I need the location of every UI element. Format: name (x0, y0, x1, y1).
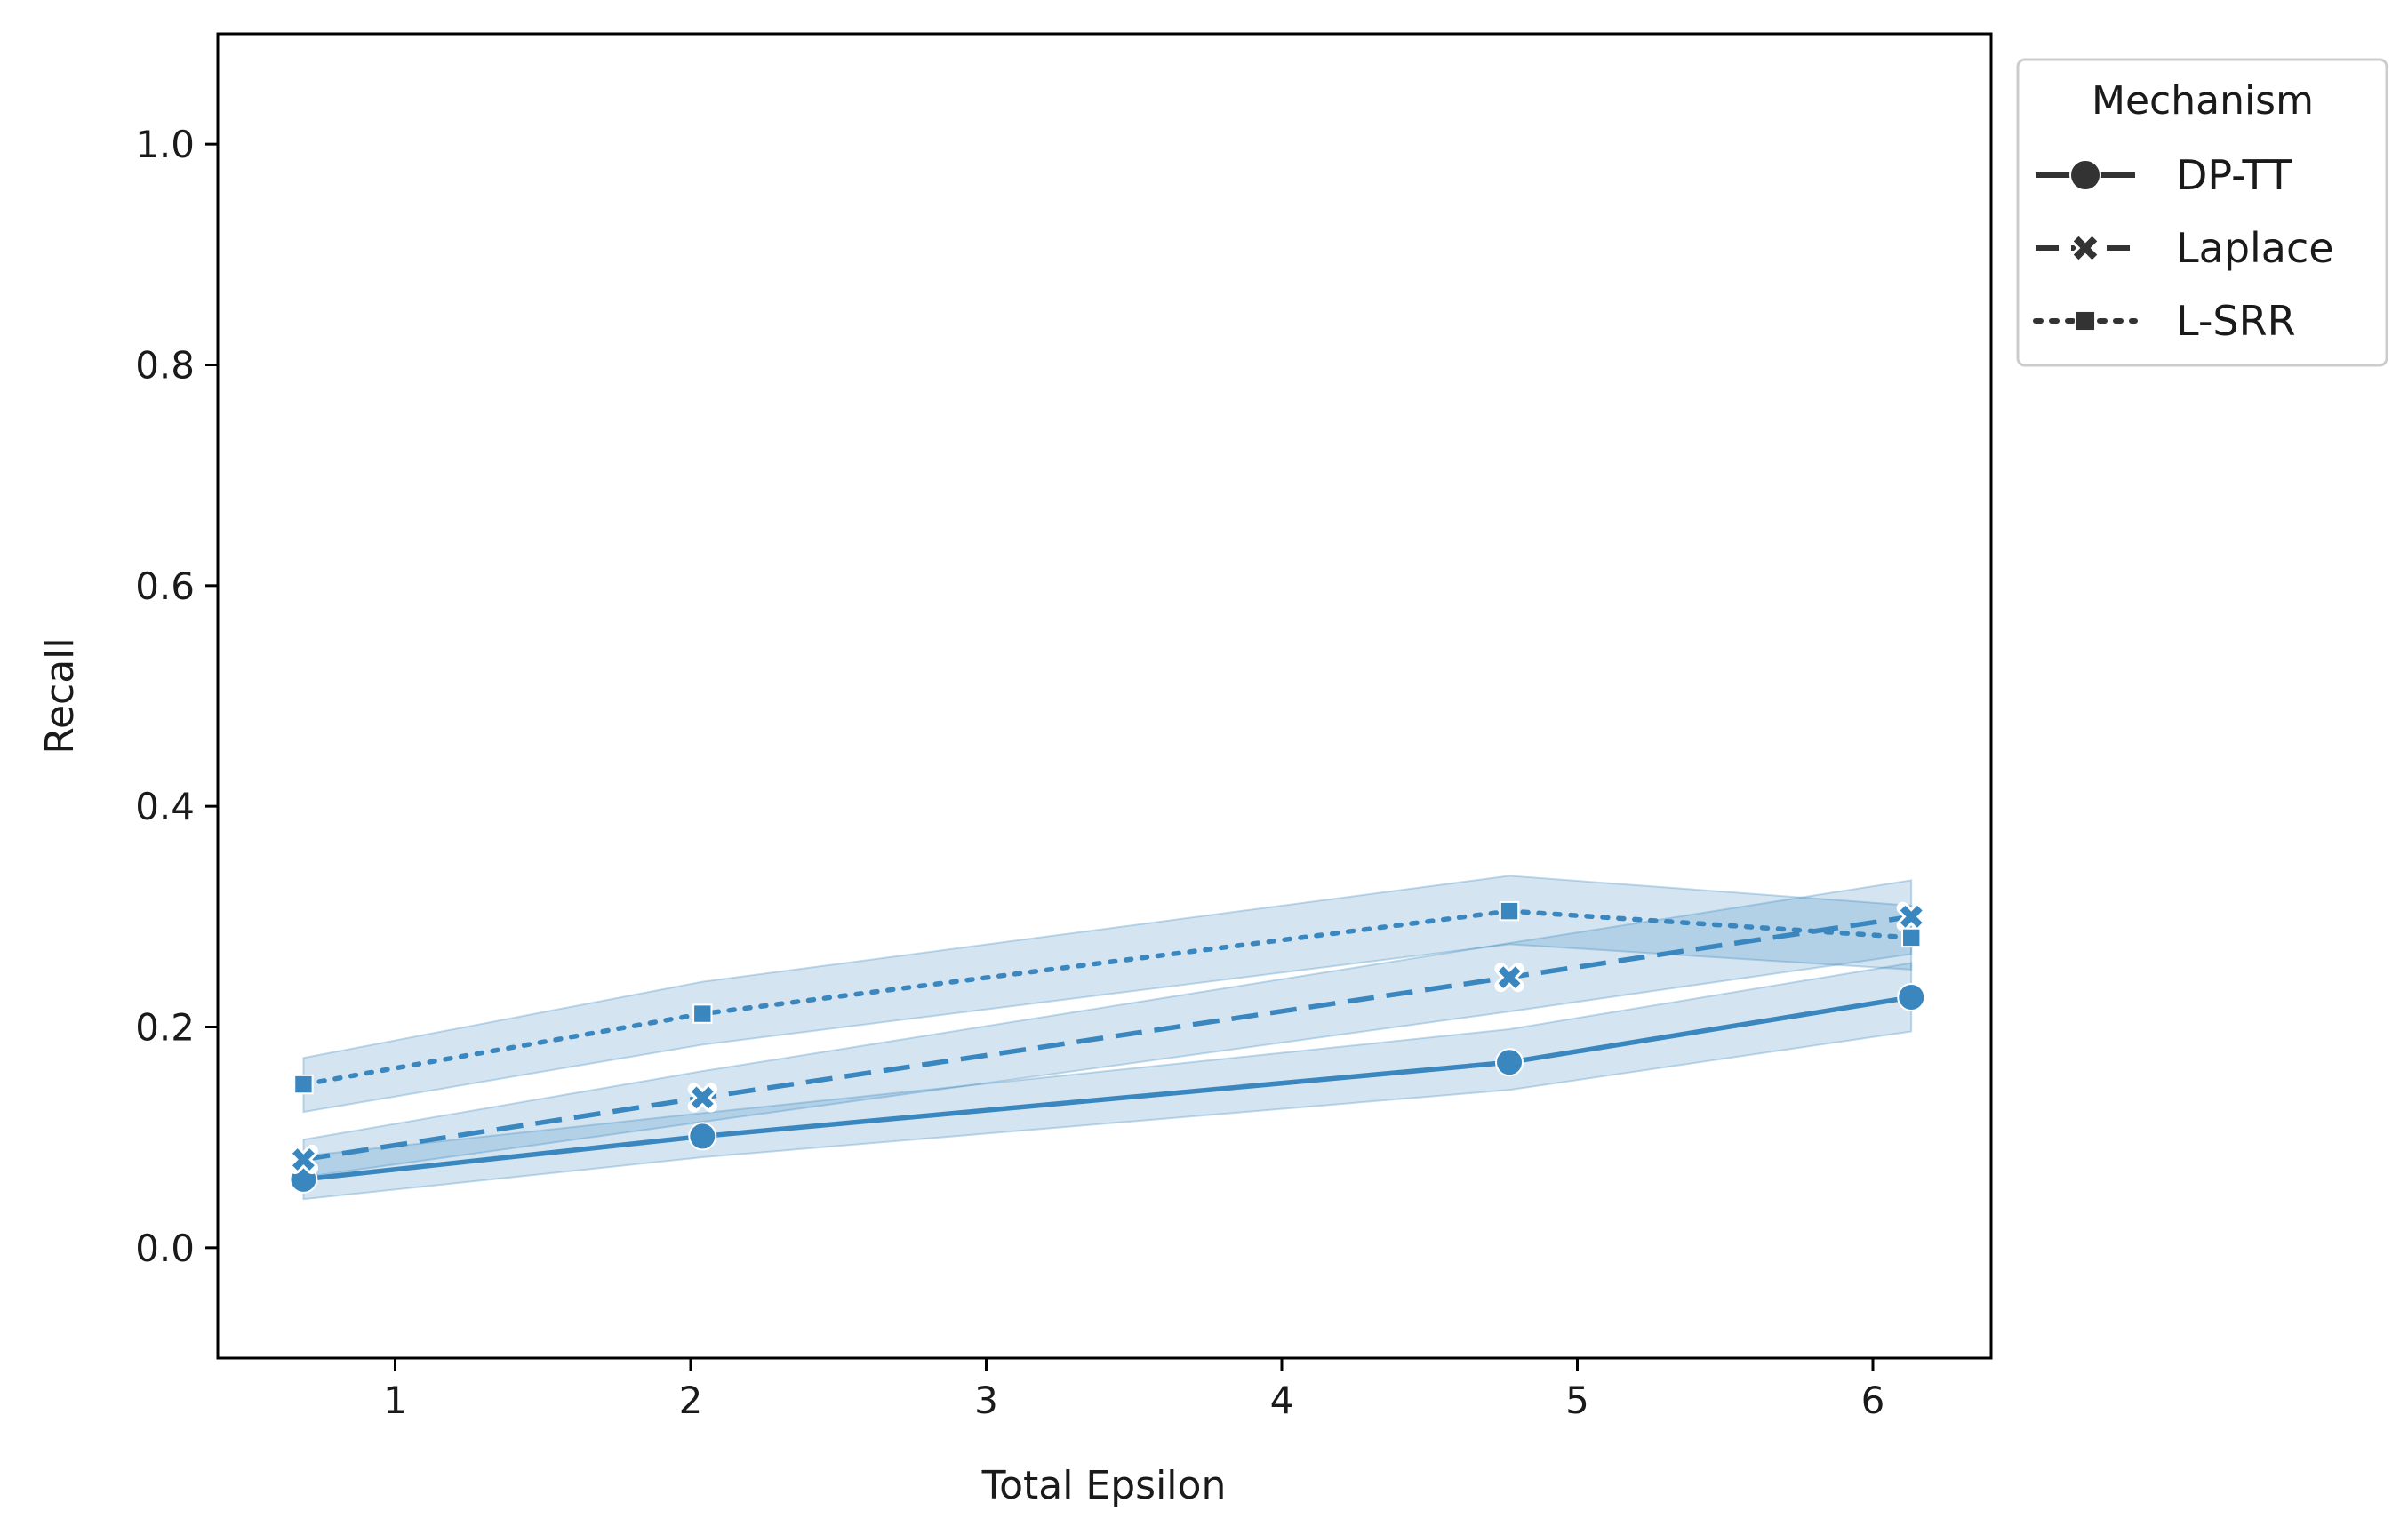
series-lines (300, 908, 1914, 1182)
legend-marker (2069, 159, 2101, 191)
x-tick-label: 5 (1565, 1379, 1589, 1422)
x-tick-label: 2 (679, 1379, 703, 1422)
x-tick-label: 3 (974, 1379, 998, 1422)
data-point-dp-tt (1897, 982, 1926, 1011)
x-axis-ticks: 1 2 3 4 5 6 (383, 1358, 1884, 1422)
data-point-laplace (687, 1083, 717, 1113)
series-line-dp-tt (303, 995, 1912, 1182)
series-markers (288, 900, 1926, 1194)
data-point-laplace (1494, 963, 1524, 993)
data-point-dp-tt (688, 1122, 717, 1151)
legend-entries: DP-TT Laplace L-SRR (2033, 151, 2334, 345)
plot-area-frame (216, 32, 1993, 1360)
series-line-laplace (303, 914, 1912, 1163)
legend-label: L-SRR (2176, 297, 2296, 345)
legend-marker (2074, 309, 2097, 332)
data-point-l-srr (1901, 927, 1922, 948)
legend-frame (2016, 58, 2388, 367)
legend-entry-l-srr: L-SRR (2033, 297, 2296, 345)
x-tick-label: 1 (383, 1379, 407, 1422)
y-tick-label: 0.2 (135, 1006, 195, 1050)
data-point-dp-tt (1495, 1048, 1524, 1077)
x-axis-title: Total Epsilon (981, 1463, 1227, 1508)
y-axis-title: Recall (37, 637, 83, 754)
y-tick-label: 0.8 (135, 344, 195, 388)
data-point-laplace (288, 1144, 319, 1175)
y-tick-label: 1.0 (135, 123, 195, 166)
y-tick-label: 0.0 (135, 1227, 195, 1270)
data-point-l-srr (293, 1074, 314, 1095)
x-tick-label: 6 (1861, 1379, 1885, 1422)
legend-label: DP-TT (2176, 151, 2292, 199)
data-point-l-srr (692, 1003, 713, 1024)
legend-marker (2069, 232, 2101, 264)
legend-entry-laplace: Laplace (2036, 224, 2334, 272)
y-axis-ticks: 0.0 0.2 0.4 0.6 0.8 1.0 (135, 123, 218, 1270)
legend: Mechanism DP-TT Laplace L-SRR (2016, 58, 2388, 367)
x-tick-label: 4 (1270, 1379, 1294, 1422)
y-tick-label: 0.4 (135, 785, 195, 828)
data-point-l-srr (1499, 900, 1520, 922)
ci-band-l-srr (302, 875, 1913, 1114)
y-tick-label: 0.6 (135, 564, 195, 608)
legend-label: Laplace (2176, 224, 2334, 272)
data-point-laplace (1896, 901, 1926, 931)
ci-band-dp-tt (302, 962, 1913, 1201)
legend-title: Mechanism (2092, 78, 2314, 124)
legend-entry-dp-tt: DP-TT (2036, 151, 2292, 199)
